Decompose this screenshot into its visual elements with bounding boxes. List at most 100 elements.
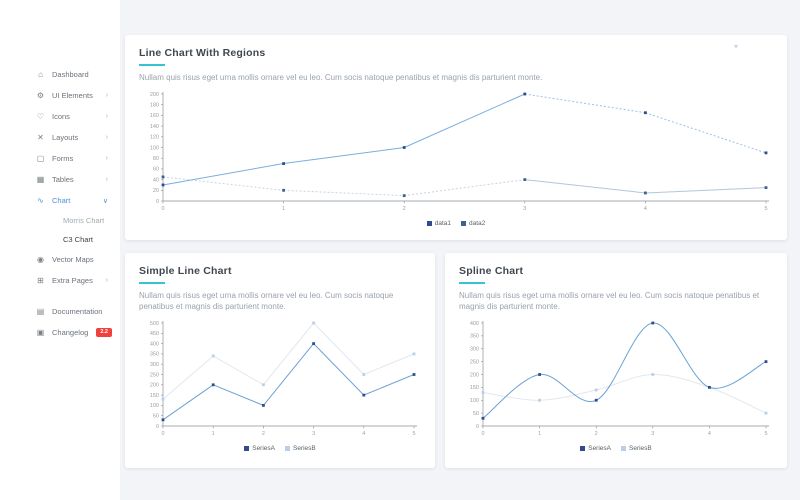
- sidebar-item-label: Changelog: [52, 328, 89, 337]
- legend-item-seriesb[interactable]: SeriesB: [285, 445, 316, 452]
- sidebar-item-label: Extra Pages: [52, 276, 93, 285]
- card-description: Nullam quis risus eget urna mollis ornar…: [139, 73, 543, 82]
- legend-item-data2[interactable]: data2: [461, 220, 485, 227]
- legend-swatch: [285, 445, 290, 451]
- svg-text:2: 2: [262, 431, 265, 437]
- svg-text:0: 0: [156, 423, 159, 429]
- sidebar-item-label: Forms: [52, 154, 74, 163]
- svg-text:60: 60: [153, 166, 159, 172]
- svg-text:250: 250: [470, 359, 479, 365]
- regions-chart-legend: data1 data2: [139, 220, 773, 227]
- legend-item-seriesa[interactable]: SeriesA: [244, 445, 275, 452]
- dashboard-icon: ⌂: [38, 70, 43, 79]
- svg-text:40: 40: [153, 177, 159, 183]
- sidebar-item-label: Dashboard: [52, 70, 89, 79]
- legend-label: data1: [434, 219, 451, 227]
- svg-text:180: 180: [150, 102, 159, 108]
- chevron-right-icon: ›: [105, 113, 108, 120]
- vector-maps-icon: ◉: [37, 255, 44, 264]
- ui-elements-icon: ⚙: [36, 91, 45, 100]
- sidebar-item-label: Icons: [52, 112, 70, 121]
- svg-text:350: 350: [150, 351, 159, 357]
- svg-text:2: 2: [403, 206, 406, 212]
- svg-text:120: 120: [150, 134, 159, 140]
- sidebar-subitem-label: Morris Chart: [63, 216, 105, 225]
- svg-text:400: 400: [150, 341, 159, 347]
- svg-text:100: 100: [150, 145, 159, 151]
- sidebar-item-ui-elements[interactable]: ⚙ UI Elements ›: [0, 85, 120, 106]
- documentation-icon: ▤: [36, 307, 45, 316]
- version-badge: 2.2: [96, 328, 112, 337]
- legend-swatch: [621, 445, 626, 451]
- sidebar-item-vector-maps[interactable]: ◉ Vector Maps: [0, 249, 120, 270]
- svg-text:100: 100: [150, 403, 159, 409]
- card-spline-chart: Spline Chart Nullam quis risus eget urna…: [445, 253, 787, 468]
- svg-text:3: 3: [523, 206, 526, 212]
- changelog-icon: ▣: [36, 328, 45, 337]
- sidebar-item-forms[interactable]: ▢ Forms ›: [0, 148, 120, 169]
- svg-text:3: 3: [312, 431, 315, 437]
- svg-text:500: 500: [150, 320, 159, 326]
- svg-text:0: 0: [156, 199, 159, 205]
- sidebar-item-chart[interactable]: ∿ Chart ∨: [0, 190, 120, 211]
- simple-line-chart: 0 50 100 150 200 250 300 350 400 450 500 0 1 2 3 4 5: [139, 317, 421, 444]
- legend-item-seriesa[interactable]: SeriesA: [580, 445, 611, 452]
- sidebar-item-label: Documentation: [52, 307, 103, 316]
- sidebar-item-label: Vector Maps: [52, 255, 94, 264]
- sidebar-item-tables[interactable]: ▦ Tables ›: [0, 169, 120, 190]
- sidebar-section-divider: [0, 291, 120, 301]
- chevron-right-icon: ›: [105, 92, 108, 99]
- svg-text:5: 5: [412, 431, 415, 437]
- title-underline: [459, 282, 485, 284]
- sidebar-subitem-c3-chart[interactable]: C3 Chart: [0, 230, 120, 249]
- sidebar-item-changelog[interactable]: ▣ Changelog 2.2: [0, 322, 120, 343]
- sidebar-item-extra-pages[interactable]: ⊞ Extra Pages ›: [0, 270, 120, 291]
- svg-text:350: 350: [470, 333, 479, 339]
- legend-label: SeriesA: [588, 444, 611, 452]
- svg-text:50: 50: [153, 413, 159, 419]
- chevron-right-icon: ›: [105, 134, 108, 141]
- chevron-right-icon: ›: [105, 155, 108, 162]
- legend-item-data1[interactable]: data1: [426, 219, 451, 227]
- card-line-chart-with-regions: Line Chart With Regions Nullam quis risu…: [125, 35, 787, 240]
- sidebar-nav: ⌂ Dashboard ⚙ UI Elements › ♡ Icons › ✕ Layouts › ▢…: [0, 0, 120, 343]
- sidebar-item-documentation[interactable]: ▤ Documentation: [0, 301, 120, 322]
- svg-text:4: 4: [644, 206, 647, 212]
- simple-line-chart-legend: SeriesA SeriesB: [139, 445, 421, 452]
- svg-text:4: 4: [708, 431, 711, 437]
- title-underline: [139, 282, 165, 284]
- svg-text:0: 0: [161, 431, 164, 437]
- svg-text:150: 150: [470, 385, 479, 391]
- svg-text:160: 160: [150, 113, 159, 119]
- chevron-right-icon: ›: [105, 176, 108, 183]
- svg-text:5: 5: [764, 431, 767, 437]
- icons-icon: ♡: [36, 112, 45, 121]
- svg-text:1: 1: [212, 431, 215, 437]
- regions-chart: 0 20 40 60 80 100 120 140 160 180 200 0 1 2 3 4 5: [139, 88, 773, 219]
- sidebar-item-icons[interactable]: ♡ Icons ›: [0, 106, 120, 127]
- card-title: Simple Line Chart: [139, 265, 232, 277]
- extra-pages-icon: ⊞: [37, 276, 44, 285]
- sidebar-item-layouts[interactable]: ✕ Layouts ›: [0, 127, 120, 148]
- sidebar-item-label: UI Elements: [52, 91, 93, 100]
- sidebar-item-dashboard[interactable]: ⌂ Dashboard: [0, 64, 120, 85]
- legend-label: SeriesB: [629, 444, 652, 452]
- card-simple-line-chart: Simple Line Chart Nullam quis risus eget…: [125, 253, 435, 468]
- svg-text:400: 400: [470, 320, 479, 326]
- title-underline: [139, 64, 165, 66]
- chevron-down-icon: ∨: [102, 197, 108, 205]
- sidebar-item-label: Layouts: [52, 133, 79, 142]
- sidebar-subitem-label: C3 Chart: [63, 235, 94, 244]
- legend-item-seriesb[interactable]: SeriesB: [621, 445, 652, 452]
- chevron-down-icon[interactable]: ▾: [733, 42, 738, 51]
- svg-text:200: 200: [150, 382, 159, 388]
- card-title: Line Chart With Regions: [139, 47, 266, 59]
- forms-icon: ▢: [36, 154, 45, 163]
- spline-chart-legend: SeriesA SeriesB: [459, 445, 773, 452]
- spline-chart: 0 50 100 150 200 250 300 350 400 0 1 2 3 4 5: [459, 317, 773, 444]
- svg-text:2: 2: [595, 431, 598, 437]
- sidebar-subitem-morris-chart[interactable]: Morris Chart: [0, 211, 120, 230]
- legend-label: SeriesA: [252, 444, 275, 452]
- layouts-icon: ✕: [37, 133, 44, 142]
- sidebar-item-label: Chart: [52, 196, 71, 205]
